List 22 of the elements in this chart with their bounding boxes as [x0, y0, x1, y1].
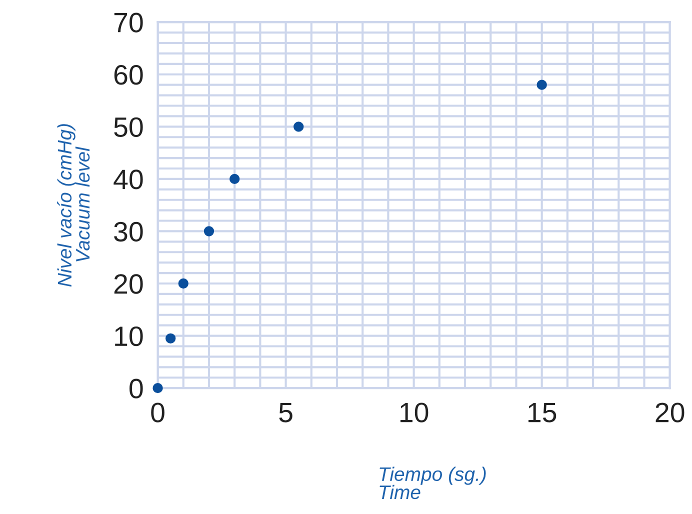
- y-tick-label: 30: [114, 222, 143, 242]
- x-tick-label: 0: [151, 402, 164, 422]
- x-axis-title: Tiempo (sg.) Time: [380, 466, 486, 500]
- point: [536, 80, 547, 90]
- point: [230, 174, 240, 184]
- y-tick-label: 50: [114, 117, 143, 138]
- x-tick-label: 20: [656, 402, 684, 422]
- y-tick-label: 10: [115, 326, 143, 346]
- y-axis-title: Nivel vacío (cmHg) Vacuum level: [57, 124, 90, 287]
- point: [178, 278, 188, 289]
- point: [204, 226, 214, 236]
- point: [152, 382, 163, 394]
- point: [294, 122, 304, 132]
- x-tick-label: 15: [528, 402, 556, 422]
- y-tick-label: 60: [114, 65, 143, 85]
- y-tick-label: 40: [114, 170, 143, 190]
- x-tick-label: 10: [400, 402, 428, 422]
- point: [165, 333, 176, 344]
- x-tick-label: 5: [279, 402, 292, 422]
- y-tick-label: 0: [130, 378, 143, 398]
- y-tick-label: 20: [114, 274, 143, 294]
- y-tick-label: 70: [114, 12, 143, 32]
